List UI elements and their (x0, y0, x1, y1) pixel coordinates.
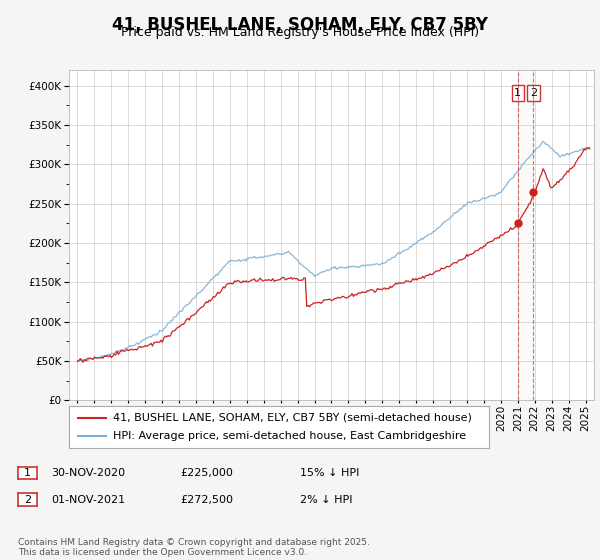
Bar (518, 70, 533, 400)
Text: 41, BUSHEL LANE, SOHAM, ELY, CB7 5BY (semi-detached house): 41, BUSHEL LANE, SOHAM, ELY, CB7 5BY (se… (113, 413, 472, 423)
Text: £225,000: £225,000 (180, 468, 233, 478)
Text: 15% ↓ HPI: 15% ↓ HPI (300, 468, 359, 478)
Text: 01-NOV-2021: 01-NOV-2021 (51, 494, 125, 505)
Text: Contains HM Land Registry data © Crown copyright and database right 2025.
This d: Contains HM Land Registry data © Crown c… (18, 538, 370, 557)
Text: 1: 1 (514, 88, 521, 98)
Text: 41, BUSHEL LANE, SOHAM, ELY, CB7 5BY: 41, BUSHEL LANE, SOHAM, ELY, CB7 5BY (112, 16, 488, 34)
Text: 1: 1 (24, 468, 31, 478)
Text: 2: 2 (530, 88, 537, 98)
Text: Price paid vs. HM Land Registry's House Price Index (HPI): Price paid vs. HM Land Registry's House … (121, 26, 479, 39)
Text: 2: 2 (24, 494, 31, 505)
Text: HPI: Average price, semi-detached house, East Cambridgeshire: HPI: Average price, semi-detached house,… (113, 431, 466, 441)
Text: 30-NOV-2020: 30-NOV-2020 (51, 468, 125, 478)
Text: £272,500: £272,500 (180, 494, 233, 505)
Text: 2% ↓ HPI: 2% ↓ HPI (300, 494, 353, 505)
